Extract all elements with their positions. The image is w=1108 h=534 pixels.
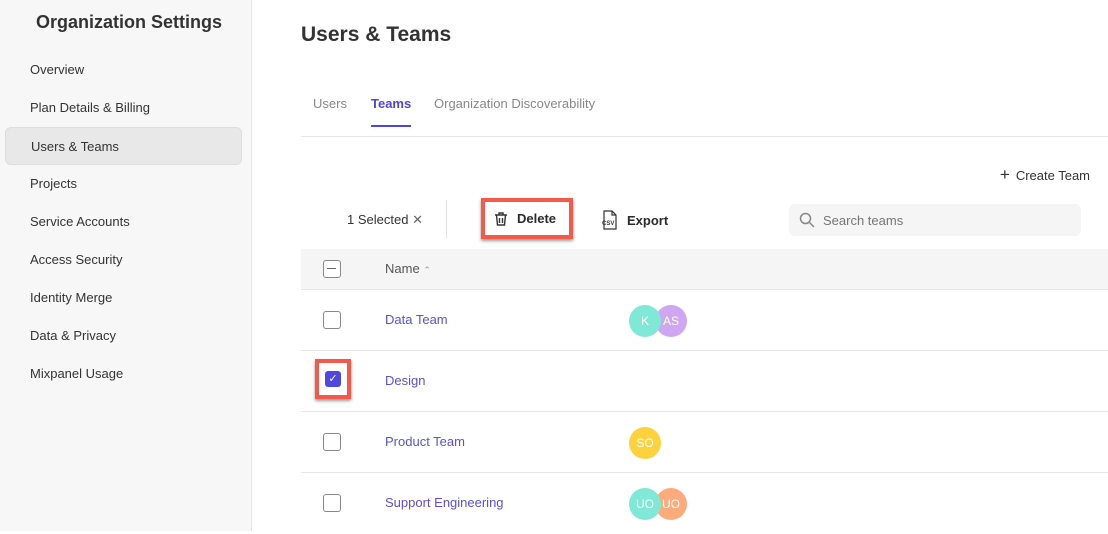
team-name-link[interactable]: Data Team [385,312,448,327]
tab-organization-discoverability[interactable]: Organization Discoverability [434,96,596,111]
trash-icon [495,211,507,226]
svg-text:CSV: CSV [602,221,614,227]
highlight-box: ✓ [315,359,351,399]
search-icon [799,212,815,228]
sidebar-title: Organization Settings [36,12,223,32]
sidebar-item-access-security[interactable]: Access Security [30,252,123,267]
sidebar: Organization Settings Overview Plan Deta… [0,0,252,531]
export-button[interactable]: CSV Export [601,210,668,230]
table-row: Product Team SO [301,412,1108,473]
avatar: SO [629,427,661,459]
sidebar-item-service-accounts[interactable]: Service Accounts [30,214,130,229]
sidebar-item-mixpanel-usage[interactable]: Mixpanel Usage [30,366,124,381]
csv-file-icon: CSV [602,210,617,230]
column-header-name[interactable]: Name ⌃ [385,261,431,276]
tab-users[interactable]: Users [313,96,347,111]
plus-icon: + [999,165,1010,184]
delete-button[interactable]: Delete [481,198,573,239]
sidebar-item-users-teams[interactable]: Users & Teams [5,127,242,165]
check-icon: ✓ [328,373,338,385]
table-row: Data Team AS K [301,290,1108,351]
selected-count: 1 Selected [347,212,409,227]
table-row: ✓ Design [301,351,1108,412]
avatar: UO [629,488,661,520]
column-name-label: Name [385,261,420,276]
row-checkbox-checked[interactable]: ✓ [325,371,341,387]
row-checkbox[interactable] [323,311,341,329]
table-header: Name ⌃ [301,249,1108,290]
divider [446,200,447,238]
sidebar-item-plan-billing[interactable]: Plan Details & Billing [30,100,150,115]
selection-indicator: 1 Selected ✕ [347,212,423,228]
divider [301,136,1108,137]
team-name-link[interactable]: Design [385,373,426,388]
avatar: K [629,305,661,337]
export-label: Export [627,212,669,228]
create-team-button[interactable]: + Create Team [1000,165,1090,185]
sidebar-item-identity-merge[interactable]: Identity Merge [30,290,113,305]
sort-icon: ⌃ [423,265,431,275]
page-title: Users & Teams [301,23,452,46]
main-content: Users & Teams Users Teams Organization D… [252,0,1108,531]
sidebar-item-projects[interactable]: Projects [30,176,77,191]
sidebar-item-data-privacy[interactable]: Data & Privacy [30,328,116,343]
tabs: Users Teams Organization Discoverability [301,90,618,137]
clear-selection-icon[interactable]: ✕ [412,212,423,227]
search-field[interactable] [789,204,1081,236]
search-input[interactable] [823,212,1063,228]
tab-teams[interactable]: Teams [371,96,412,127]
sidebar-item-overview[interactable]: Overview [30,62,85,77]
team-name-link[interactable]: Support Engineering [385,495,504,510]
row-checkbox[interactable] [323,494,341,512]
create-team-label: Create Team [1015,168,1090,183]
delete-label: Delete [517,211,557,226]
row-checkbox[interactable] [323,433,341,451]
team-name-link[interactable]: Product Team [385,434,465,449]
table-row: Support Engineering UO UO [301,473,1108,534]
select-all-checkbox[interactable] [323,260,341,278]
